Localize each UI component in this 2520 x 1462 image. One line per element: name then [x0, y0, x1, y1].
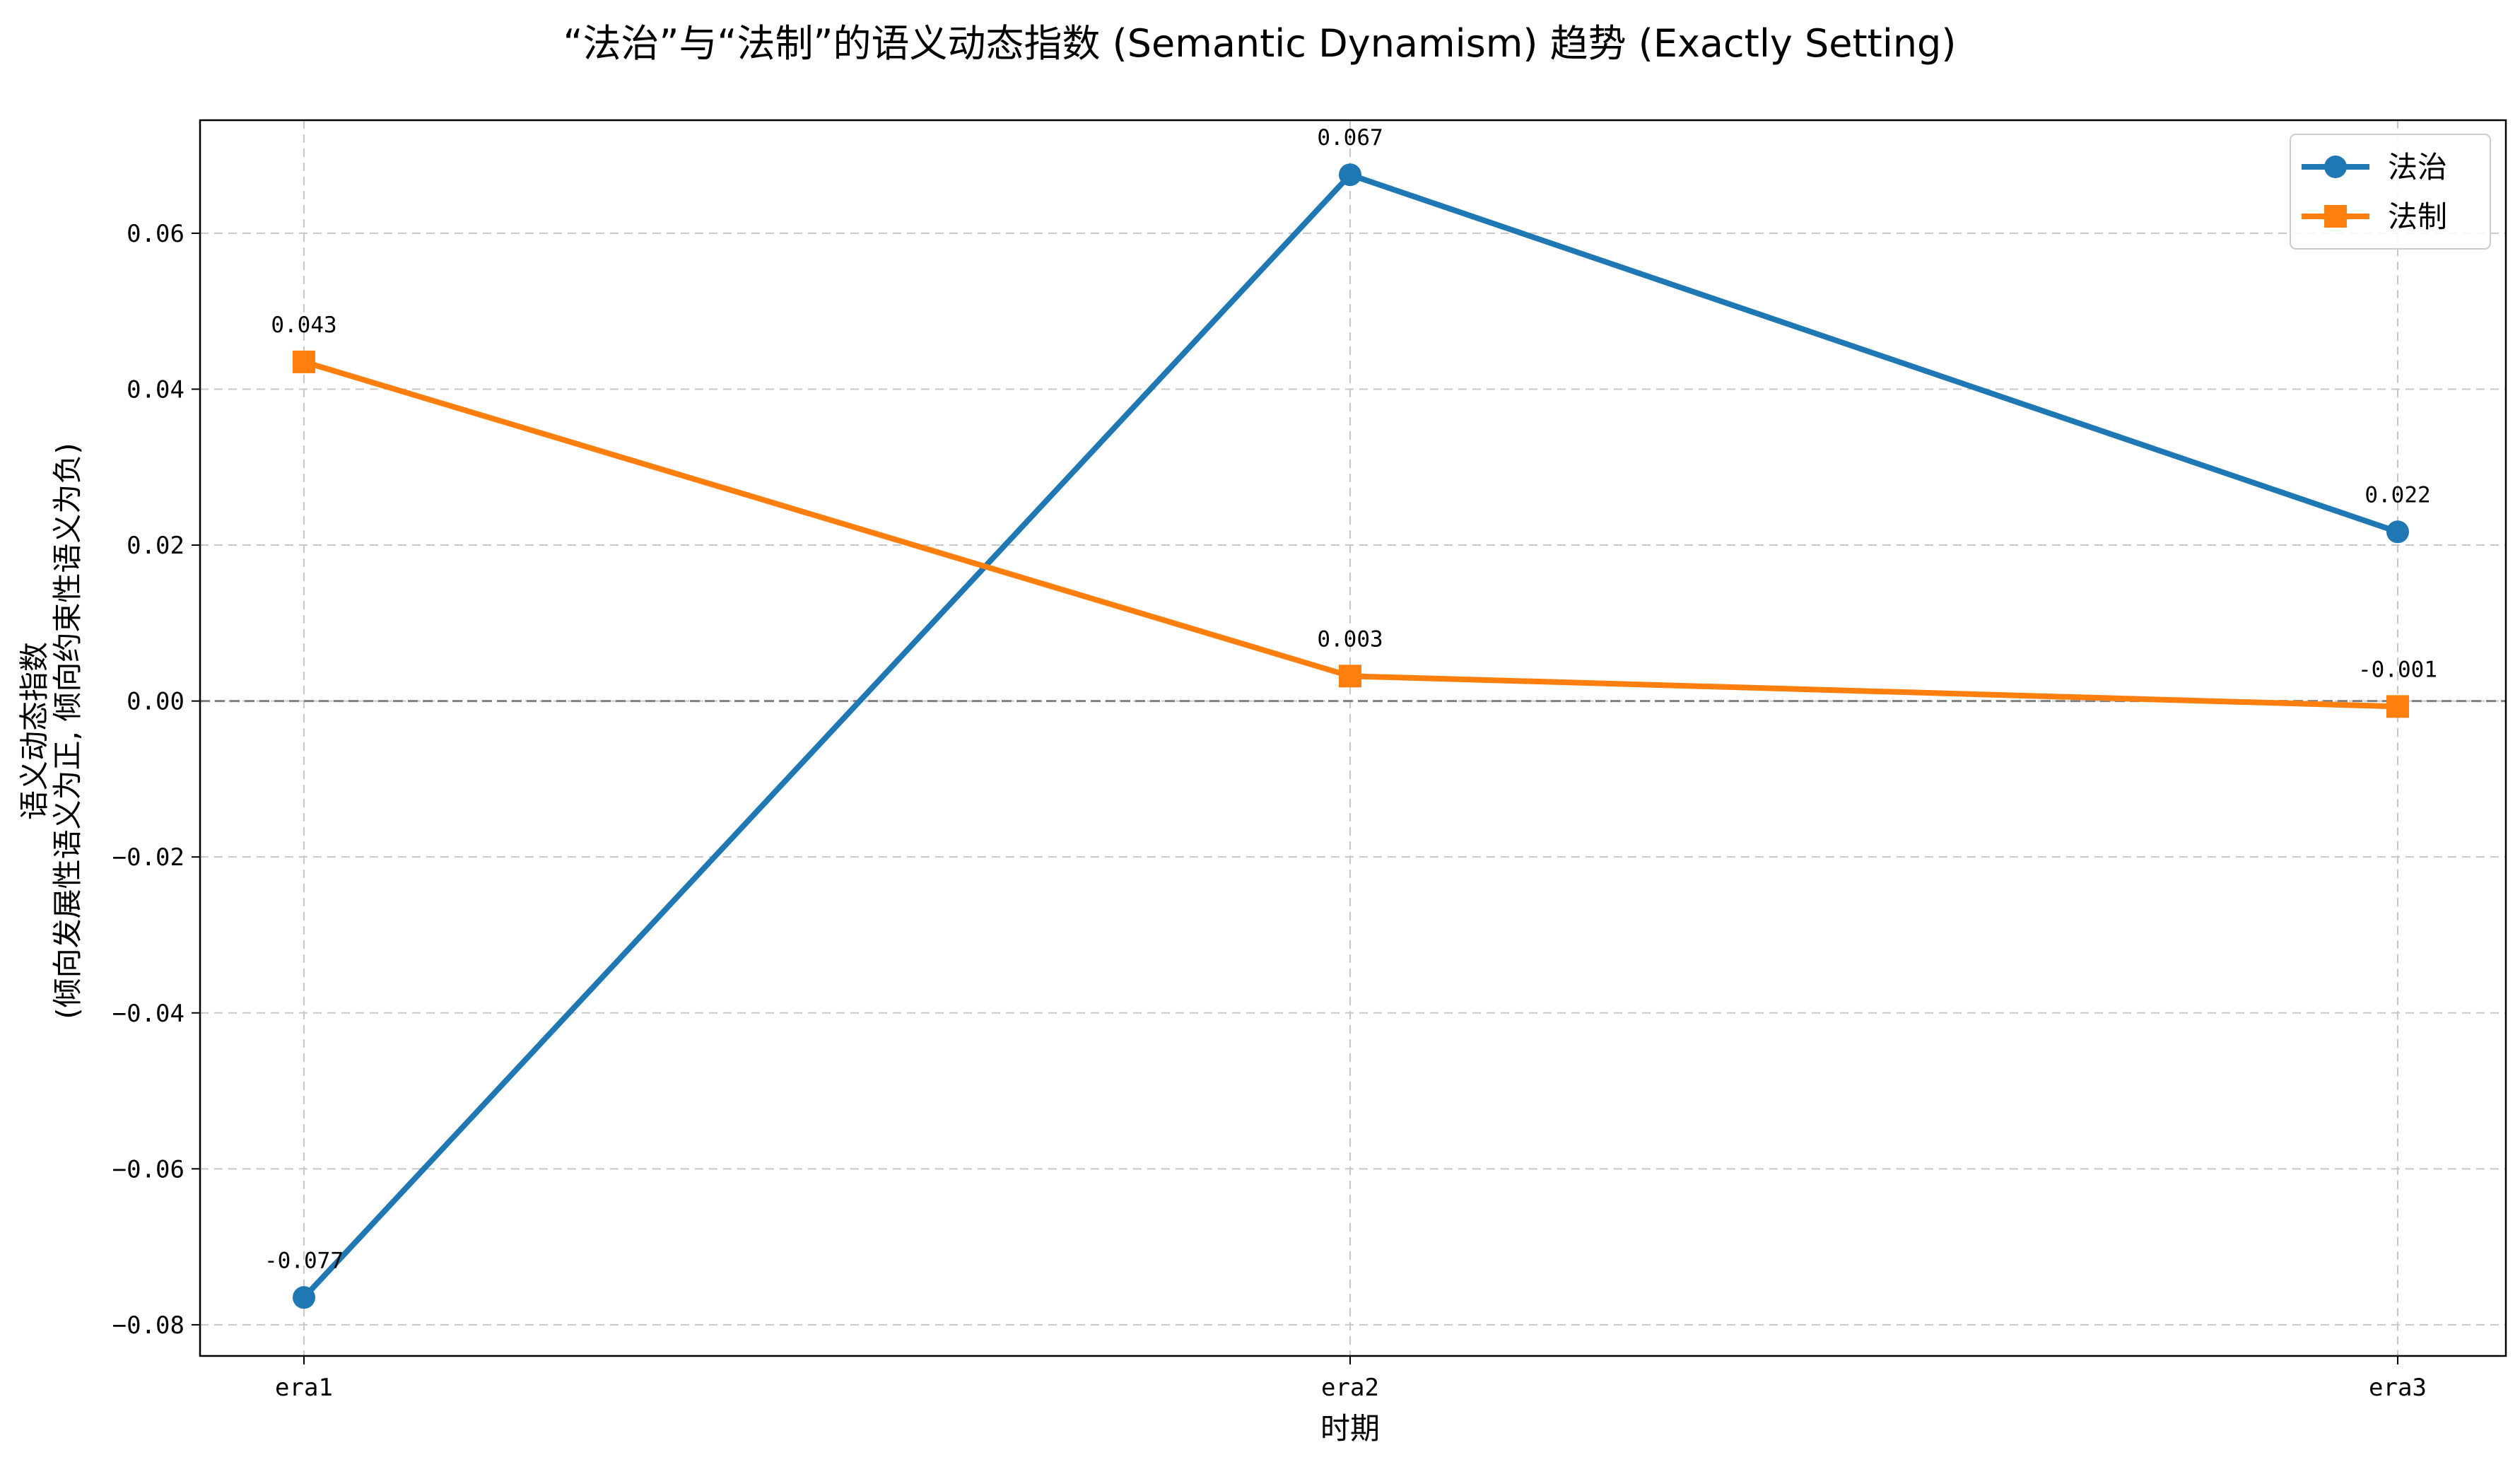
y-tick-label: −0.06 [112, 1155, 184, 1183]
axis-ticks: −0.08 −0.06 −0.04 −0.02 0.00 0.02 0.04 0.06 era1… [112, 220, 2427, 1402]
y-axis-label-line1: 语义动态指数 [17, 642, 52, 820]
data-label: -0.001 [2358, 657, 2437, 682]
data-point [1339, 665, 1361, 688]
legend-marker [2324, 205, 2347, 228]
y-tick-label: −0.08 [112, 1311, 184, 1340]
data-label: 0.043 [271, 312, 336, 338]
legend-label: 法制 [2388, 199, 2447, 234]
y-tick-label: 0.04 [127, 375, 184, 404]
data-labels: -0.077 0.067 0.022 0.043 0.003 -0.001 [264, 125, 2437, 1273]
y-tick-label: −0.02 [112, 843, 184, 872]
chart-title: “法治”与“法制”的语义动态指数 (Semantic Dynamism) 趋势 … [563, 21, 1957, 66]
data-point [2386, 695, 2409, 718]
series [293, 163, 2409, 1309]
y-tick-label: −0.04 [112, 1000, 184, 1028]
data-label: -0.077 [264, 1248, 344, 1273]
data-point [293, 350, 315, 373]
y-tick-label: 0.06 [127, 220, 184, 248]
x-tick-label: era2 [1321, 1374, 1379, 1402]
data-label: 0.067 [1317, 125, 1383, 151]
data-point [2386, 520, 2409, 544]
plot-area [199, 119, 2507, 1357]
data-label: 0.022 [2364, 482, 2430, 508]
data-point [1339, 163, 1361, 187]
x-tick-label: era1 [275, 1374, 333, 1402]
legend-label: 法治 [2388, 150, 2447, 185]
legend-marker [2324, 156, 2347, 178]
x-tick-label: era3 [2369, 1374, 2427, 1402]
data-label: 0.003 [1317, 626, 1383, 652]
y-tick-label: 0.02 [127, 532, 184, 560]
y-axis-label-line2: (倾向发展性语义为正, 倾向约束性语义为负) [50, 443, 85, 1019]
grid [200, 120, 2506, 1356]
x-axis-label: 时期 [1320, 1411, 1380, 1446]
y-tick-label: 0.00 [127, 688, 184, 716]
data-point [293, 1286, 315, 1309]
